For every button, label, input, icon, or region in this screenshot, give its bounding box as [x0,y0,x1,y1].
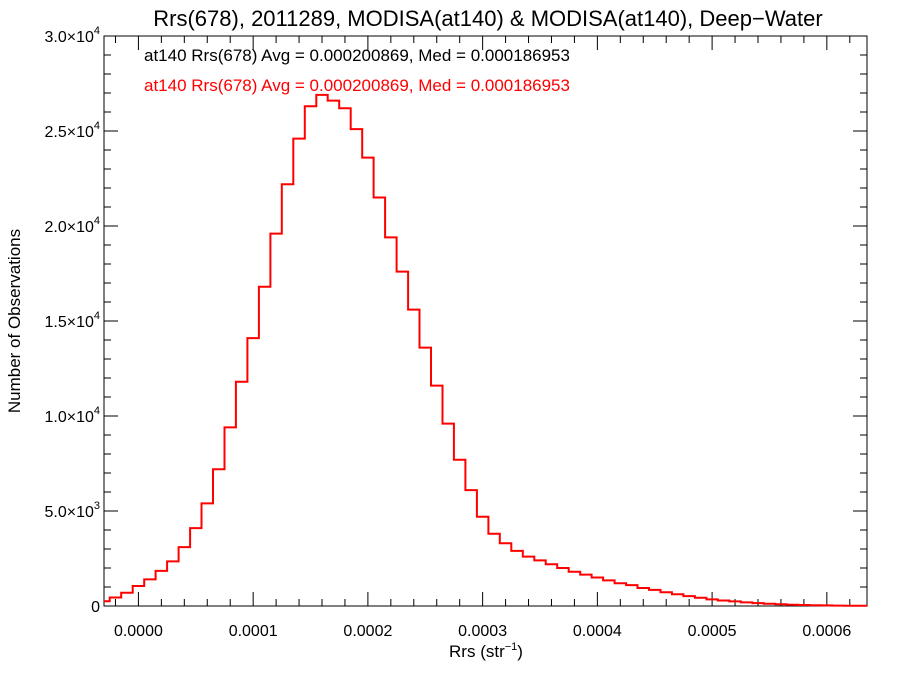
y-tick-label: 1.5×104 [44,310,100,331]
y-tick-label-exponent: 3 [94,500,100,512]
chart-title: Rrs(678), 2011289, MODISA(at140) & MODIS… [153,6,822,31]
y-tick-label-mantissa: 2.5×10 [44,124,93,141]
x-tick-label: 0.0004 [573,623,622,640]
y-tick-label-mantissa: 5.0×10 [44,504,93,521]
y-tick-label-exponent: 4 [94,25,100,37]
y-tick-label-mantissa: 3.0×10 [44,29,93,46]
y-tick-label-mantissa: 2.0×10 [44,219,93,236]
y-tick-label-exponent: 4 [94,405,100,417]
x-tick-label: 0.0000 [114,623,163,640]
y-tick-label: 2.0×104 [44,215,100,236]
y-tick-label-mantissa: 0 [91,599,100,616]
annotation-black: at140 Rrs(678) Avg = 0.000200869, Med = … [144,46,570,65]
x-axis-ticks: 0.0000 0.0001 0.0002 0.0003 0.0004 0.0005 0.00… [114,36,851,640]
y-axis-ticks: 05.0×1031.0×1041.5×1042.0×1042.5×1043.0×… [44,25,867,616]
y-tick-label-mantissa: 1.5×10 [44,314,93,331]
y-tick-label: 3.0×104 [44,25,100,46]
x-axis-label-end: ) [517,642,523,661]
y-tick-label-mantissa: 1.0×10 [44,409,93,426]
x-axis-label-main: Rrs (str [449,642,505,661]
x-tick-label: 0.0002 [343,623,392,640]
x-axis-label: Rrs (str−1) [449,641,523,661]
y-tick-label-exponent: 4 [94,215,100,227]
x-tick-label: 0.0006 [802,623,851,640]
x-axis-label-exponent: −1 [505,641,518,653]
y-tick-label: 0 [91,599,100,616]
y-tick-label: 2.5×104 [44,120,100,141]
y-tick-label: 5.0×103 [44,500,100,521]
y-tick-label: 1.0×104 [44,405,100,426]
y-axis-label: Number of Observations [5,229,24,413]
x-tick-label: 0.0005 [688,623,737,640]
annotation-red: at140 Rrs(678) Avg = 0.000200869, Med = … [144,76,570,95]
x-tick-label: 0.0003 [458,623,507,640]
y-tick-label-exponent: 4 [94,310,100,322]
x-tick-label: 0.0001 [229,623,278,640]
histogram-series-line [104,93,867,607]
y-tick-label-exponent: 4 [94,120,100,132]
plot-frame [103,35,868,607]
